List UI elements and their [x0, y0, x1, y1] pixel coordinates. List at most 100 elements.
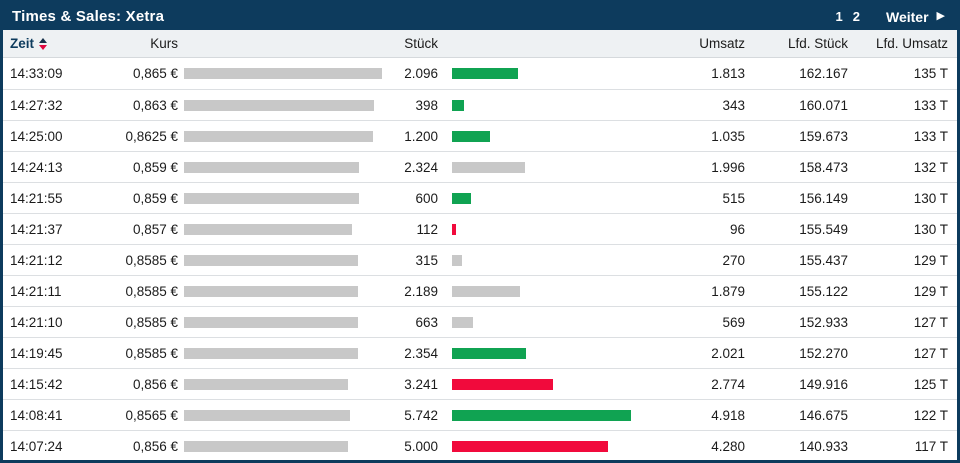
volume-bar [452, 440, 608, 452]
table-row: 14:24:13 0,859 € 2.324 1.996 158.473 132… [3, 151, 957, 182]
cell-umsatz: 343 [722, 97, 745, 113]
price-bar [184, 440, 348, 452]
volume-bar-cell [438, 316, 642, 328]
volume-bar [452, 347, 526, 359]
cell-umsatz: 1.813 [711, 66, 745, 81]
cell-kurs: 0,8585 € [125, 345, 178, 361]
cell-lfd-stueck: 140.933 [799, 438, 848, 454]
volume-bar [452, 161, 525, 173]
cell-stueck: 2.096 [404, 66, 438, 81]
table-row: 14:21:10 0,8585 € 663 569 152.933 127 T [3, 306, 957, 337]
price-bar [184, 378, 348, 390]
cell-zeit: 14:21:11 [10, 283, 62, 299]
price-bar-cell [178, 316, 395, 328]
cell-lfd-umsatz: 133 T [913, 97, 948, 113]
cell-zeit: 14:21:37 [10, 221, 63, 237]
price-bar [184, 68, 382, 79]
volume-bar-cell [438, 192, 642, 204]
page-1-button[interactable]: 1 [835, 9, 843, 24]
cell-stueck: 2.189 [404, 283, 438, 299]
column-header-zeit-label: Zeit [10, 36, 35, 51]
cell-lfd-umsatz: 130 T [913, 190, 948, 206]
table-row: 14:21:37 0,857 € 112 96 155.549 130 T [3, 213, 957, 244]
price-bar [184, 285, 358, 297]
volume-bar-cell [438, 378, 642, 390]
volume-bar [452, 409, 631, 421]
price-bar [184, 130, 373, 142]
cell-umsatz: 2.774 [711, 376, 745, 392]
cell-lfd-stueck: 146.675 [799, 407, 848, 423]
cell-lfd-stueck: 152.933 [799, 314, 848, 330]
cell-stueck: 663 [415, 314, 438, 330]
cell-stueck: 112 [416, 221, 438, 237]
cell-stueck: 5.000 [404, 438, 438, 454]
volume-bar [452, 223, 456, 235]
price-bar-cell [178, 68, 395, 79]
table-row: 14:07:24 0,856 € 5.000 4.280 140.933 117… [3, 430, 957, 460]
cell-lfd-stueck: 149.916 [799, 376, 848, 392]
price-bar-cell [178, 161, 395, 173]
cell-kurs: 0,857 € [132, 221, 178, 237]
price-bar-cell [178, 378, 395, 390]
cell-lfd-stueck: 156.149 [799, 190, 848, 206]
cell-lfd-stueck: 155.437 [799, 252, 848, 268]
price-bar [184, 409, 350, 421]
cell-kurs: 0,859 € [132, 190, 178, 206]
volume-bar-cell [438, 99, 642, 111]
weiter-button[interactable]: Weiter ▶ [886, 9, 945, 25]
cell-kurs: 0,8625 € [125, 128, 178, 144]
cell-stueck: 2.354 [404, 345, 438, 361]
cell-zeit: 14:07:24 [10, 438, 63, 454]
table-row: 14:15:42 0,856 € 3.241 2.774 149.916 125… [3, 368, 957, 399]
cell-umsatz: 515 [722, 190, 745, 206]
cell-lfd-umsatz: 133 T [913, 128, 948, 144]
page-2-button[interactable]: 2 [852, 9, 860, 24]
cell-zeit: 14:27:32 [10, 97, 63, 113]
cell-lfd-stueck: 160.071 [799, 97, 848, 113]
cell-lfd-umsatz: 135 T [913, 66, 948, 81]
cell-stueck: 1.200 [404, 128, 438, 144]
table-row: 14:08:41 0,8565 € 5.742 4.918 146.675 12… [3, 399, 957, 430]
cell-zeit: 14:24:13 [10, 159, 63, 175]
cell-stueck: 315 [415, 252, 438, 268]
volume-bar [452, 254, 462, 266]
pagination: 1 2 [836, 9, 860, 24]
price-bar-cell [178, 254, 395, 266]
table-row: 14:21:11 0,8585 € 2.189 1.879 155.122 12… [3, 275, 957, 306]
price-bar [184, 316, 358, 328]
cell-lfd-umsatz: 122 T [913, 407, 948, 423]
cell-kurs: 0,8585 € [125, 283, 178, 299]
cell-umsatz: 1.996 [711, 159, 745, 175]
cell-umsatz: 1.035 [711, 128, 745, 144]
cell-lfd-umsatz: 132 T [913, 159, 948, 175]
cell-umsatz: 4.918 [711, 407, 745, 423]
cell-kurs: 0,8565 € [125, 407, 178, 423]
column-header-zeit[interactable]: Zeit [10, 36, 110, 51]
cell-lfd-umsatz: 117 T [914, 438, 948, 454]
cell-lfd-umsatz: 125 T [913, 376, 948, 392]
volume-bar [452, 130, 490, 142]
cell-zeit: 14:08:41 [10, 407, 63, 423]
price-bar-cell [178, 409, 395, 421]
cell-lfd-umsatz: 127 T [913, 345, 948, 361]
cell-umsatz: 270 [722, 252, 745, 268]
table-row: 14:21:12 0,8585 € 315 270 155.437 129 T [3, 244, 957, 275]
price-bar-cell [178, 99, 395, 111]
cell-zeit: 14:15:42 [10, 376, 63, 392]
cell-lfd-stueck: 159.673 [799, 128, 848, 144]
volume-bar-cell [438, 130, 642, 142]
cell-lfd-stueck: 155.549 [799, 221, 848, 237]
cell-lfd-umsatz: 129 T [913, 252, 948, 268]
price-bar [184, 254, 358, 266]
column-header-kurs: Kurs [150, 36, 178, 51]
cell-stueck: 2.324 [404, 159, 438, 175]
column-header-lfd-umsatz: Lfd. Umsatz [875, 36, 948, 51]
table-row: 14:25:00 0,8625 € 1.200 1.035 159.673 13… [3, 120, 957, 151]
price-bar-cell [178, 347, 395, 359]
cell-lfd-stueck: 158.473 [799, 159, 848, 175]
cell-stueck: 600 [415, 190, 438, 206]
table-row: 14:19:45 0,8585 € 2.354 2.021 152.270 12… [3, 337, 957, 368]
volume-bar-cell [438, 440, 642, 452]
cell-lfd-umsatz: 129 T [913, 283, 948, 299]
price-bar [184, 192, 359, 204]
